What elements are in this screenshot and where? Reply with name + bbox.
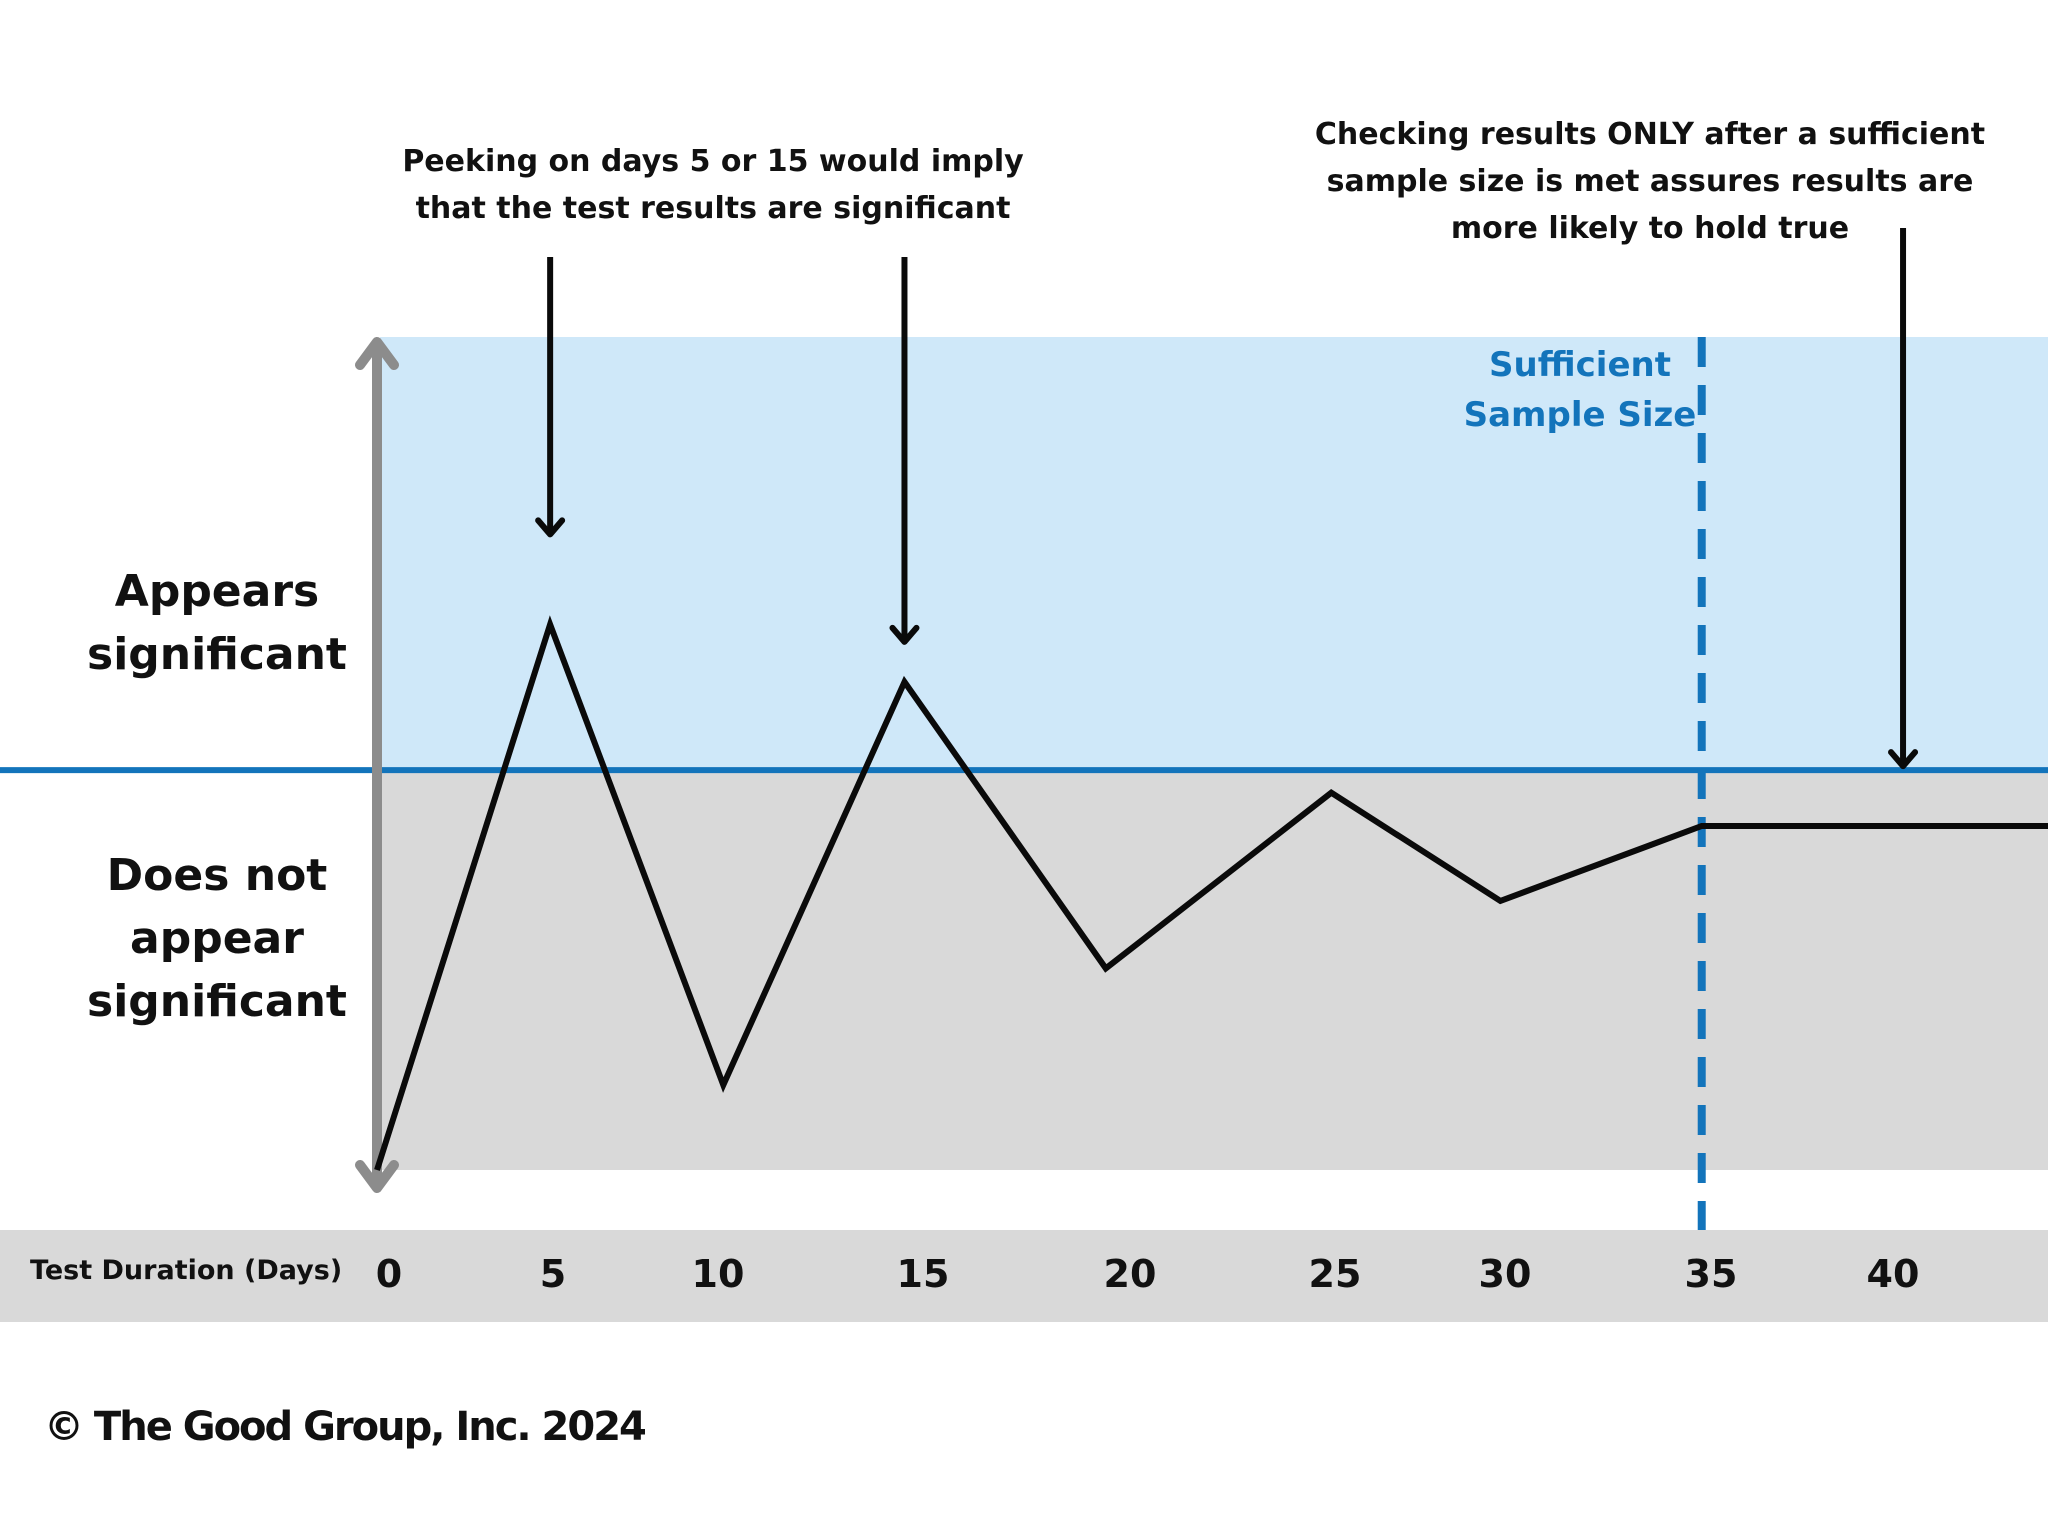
x-tick-label-25: 25 [1308, 1252, 1362, 1296]
significant-region [380, 337, 2048, 771]
appears-significant-label: Appears significant [57, 560, 377, 686]
sufficient-sample-size-line1: Sufficient [1489, 345, 1671, 385]
test-result-line [374, 615, 2048, 1171]
peeking-annotation-line1: Peeking on days 5 or 15 would imply [402, 144, 1024, 179]
x-axis-title: Test Duration (Days) [30, 1255, 343, 1286]
not-significant-line3: significant [87, 976, 347, 1027]
x-tick-label-10: 10 [691, 1252, 745, 1296]
appears-significant-line1: Appears [114, 566, 320, 617]
peek-arrow-day5-head [535, 517, 566, 538]
not-significant-label: Does not appear significant [57, 844, 377, 1033]
annotation-arrows [535, 228, 1919, 770]
sufficient-sample-size-label: Sufficient Sample Size [1440, 340, 1720, 440]
sufficient-arrow [1888, 228, 1919, 770]
peek-arrow-day15-head [889, 624, 920, 645]
peeking-annotation-line2: that the test results are significant [415, 191, 1011, 226]
x-tick-label-40: 40 [1866, 1252, 1920, 1296]
sufficient-sample-size-line2: Sample Size [1463, 395, 1697, 435]
sufficient-annotation: Checking results ONLY after a sufficient… [1290, 111, 2010, 252]
x-tick-label-5: 5 [539, 1252, 567, 1296]
copyright-notice: © The Good Group, Inc. 2024 [44, 1404, 647, 1450]
x-tick-label-30: 30 [1478, 1252, 1532, 1296]
peeking-annotation: Peeking on days 5 or 15 would imply that… [393, 138, 1033, 232]
appears-significant-line2: significant [87, 629, 347, 680]
x-tick-label-15: 15 [896, 1252, 950, 1296]
y-axis-double-arrow [355, 337, 399, 1193]
y-axis-arrowhead-up [355, 337, 399, 370]
peek-arrow-day15 [889, 257, 920, 645]
sufficient-annotation-line3: more likely to hold true [1450, 211, 1850, 246]
x-tick-label-20: 20 [1103, 1252, 1157, 1296]
x-tick-label-35: 35 [1684, 1252, 1738, 1296]
not-significant-line2: appear [130, 913, 304, 964]
x-axis-band [0, 1230, 2048, 1322]
sufficient-annotation-line1: Checking results ONLY after a sufficient [1314, 117, 1986, 152]
sufficient-arrow-head [1888, 749, 1919, 770]
not-significant-line1: Does not [106, 850, 328, 901]
not-significant-region [380, 770, 2048, 1170]
peek-arrow-day5 [535, 257, 566, 538]
x-tick-label-0: 0 [375, 1252, 403, 1296]
sufficient-annotation-line2: sample size is met assures results are [1326, 164, 1974, 199]
y-axis-arrowhead-down [355, 1160, 399, 1193]
